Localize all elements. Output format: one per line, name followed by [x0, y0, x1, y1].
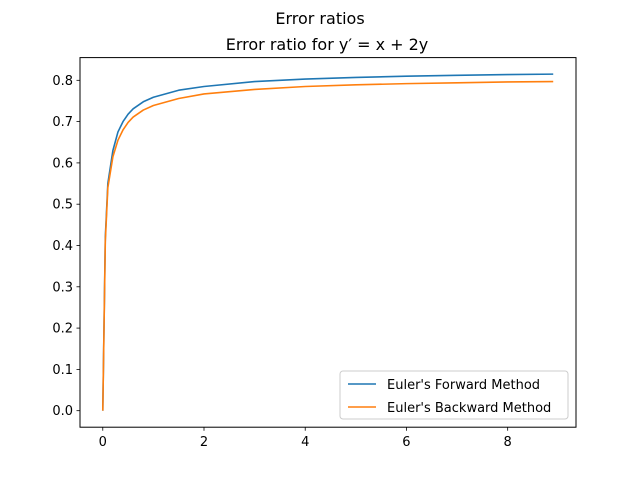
plot-area: 0 2 4 6 8 0.0 0.1 0.2 0.3 0.4 0.5 0.6 0.7 0.8 [52, 57, 577, 450]
y-tick-label-7: 0.7 [52, 115, 73, 130]
y-axis: 0.0 0.1 0.2 0.3 0.4 0.5 0.6 0.7 0.8 [52, 74, 80, 419]
x-tick-label-1: 2 [200, 435, 208, 450]
x-tick-label-2: 4 [301, 435, 309, 450]
series-layer [101, 73, 554, 411]
y-tick-label-8: 0.8 [52, 74, 73, 89]
legend-label-forward: Euler's Forward Method [387, 378, 540, 393]
x-tick-label-3: 6 [402, 435, 410, 450]
y-tick-label-0: 0.0 [52, 404, 73, 419]
legend: Euler's Forward Method Euler's Backward … [339, 370, 569, 420]
chart-suptitle: Error ratios [275, 9, 364, 28]
x-axis: 0 2 4 6 8 [99, 427, 512, 450]
series-line-0 [101, 73, 554, 411]
y-tick-label-4: 0.4 [52, 239, 73, 254]
x-tick-label-0: 0 [99, 435, 107, 450]
y-tick-label-2: 0.2 [52, 322, 73, 337]
chart-title: Error ratio for y′ = x + 2y [226, 35, 429, 54]
y-tick-label-5: 0.5 [52, 198, 73, 213]
x-tick-label-4: 8 [504, 435, 512, 450]
legend-box [339, 370, 569, 420]
plot-frame [79, 57, 577, 428]
series-line-1 [101, 80, 554, 411]
y-tick-label-3: 0.3 [52, 280, 73, 295]
y-tick-label-1: 0.1 [52, 363, 73, 378]
y-tick-label-6: 0.6 [52, 156, 73, 171]
legend-label-backward: Euler's Backward Method [387, 401, 551, 416]
